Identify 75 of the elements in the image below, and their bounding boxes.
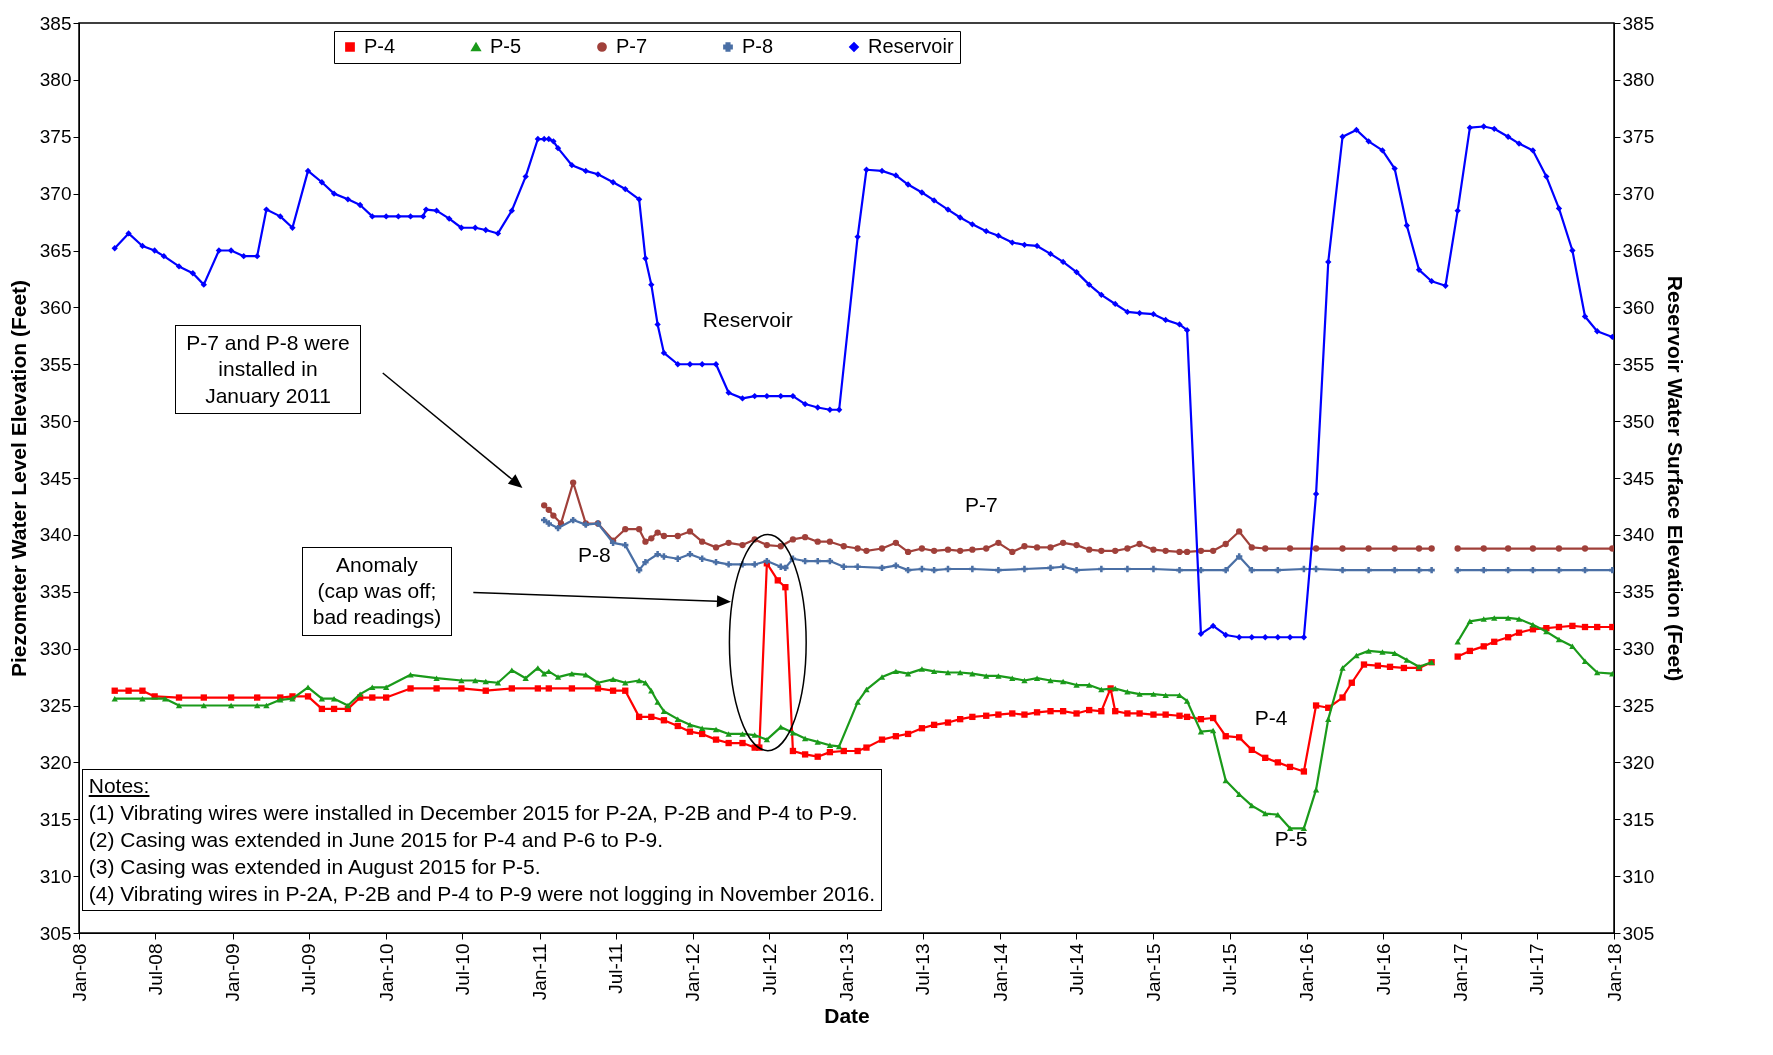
- y-tick-label: 320: [39, 751, 72, 773]
- x-tick-label: Jan-09: [222, 943, 244, 1002]
- x-tick-label: Jan-11: [529, 943, 551, 1001]
- y-tick-label: 330: [39, 638, 72, 660]
- annotation: Reservoir: [702, 307, 793, 332]
- annotation: P-5: [1274, 827, 1308, 852]
- y2-tick-label: 350: [1622, 410, 1655, 432]
- x-tick-label: Jul-14: [1065, 943, 1087, 996]
- y-tick-label: 325: [39, 695, 72, 716]
- annotation: P-8: [577, 543, 611, 567]
- y2-tick-label: 340: [1622, 524, 1655, 546]
- y2-tick-label: 310: [1622, 865, 1655, 887]
- x-tick-label: Jul-16: [1372, 943, 1394, 996]
- y2-tick-label: 325: [1622, 695, 1655, 716]
- y-tick-label: 370: [39, 183, 72, 205]
- legend-label: P-5: [490, 35, 522, 57]
- x-tick-label: Jul-09: [298, 943, 320, 996]
- x-tick-label: Jan-08: [68, 943, 90, 1002]
- annotation: Anomaly (cap was off; bad readings): [301, 546, 453, 636]
- annotation: P-7: [964, 492, 998, 517]
- x-tick-label: Jan-12: [682, 943, 704, 1002]
- x-tick-label: Jan-15: [1142, 943, 1164, 1002]
- y2-tick-label: 355: [1622, 353, 1655, 375]
- y2-tick-label: 320: [1622, 751, 1655, 773]
- y2-tick-label: 385: [1622, 12, 1655, 34]
- annotation: (1) Vibrating wires were installed in December 2015 for P-2A, P-2B and P-4 to P-9.: [88, 799, 859, 826]
- y-tick-label: 385: [39, 12, 72, 34]
- y2-tick-label: 315: [1622, 808, 1655, 830]
- y2-tick-label: 335: [1622, 581, 1655, 603]
- y2-tick-label: 345: [1622, 467, 1655, 489]
- x-tick-label: Jul-08: [144, 943, 166, 996]
- y-tick-label: 305: [39, 922, 72, 944]
- y-tick-label: 375: [39, 126, 72, 148]
- annotation: (2) Casing was extended in June 2015 for P-4 and P-6 to P-9.: [88, 826, 665, 853]
- y2-tick-label: 365: [1622, 240, 1655, 261]
- y2-tick-label: 330: [1622, 638, 1655, 660]
- y-tick-label: 350: [39, 410, 72, 432]
- y2-tick-label: 380: [1622, 69, 1655, 91]
- x-tick-label: Jan-16: [1296, 943, 1318, 1002]
- y2-tick-label: 360: [1622, 296, 1655, 318]
- y2-axis-title: Reservoir Water Surface Elevation (Feet): [1664, 275, 1688, 682]
- x-tick-label: Jan-18: [1603, 943, 1625, 1002]
- x-tick-label: Jan-10: [375, 943, 397, 1002]
- y-axis-title: Piezometer Water Level Elevation (Feet): [6, 279, 30, 678]
- y2-tick-label: 370: [1622, 183, 1655, 205]
- x-tick-label: Jul-15: [1219, 943, 1241, 996]
- legend-label: Reservoir: [868, 35, 954, 57]
- y-tick-label: 310: [39, 865, 72, 887]
- annotation: Notes:: [88, 773, 151, 799]
- annotation: P-4: [1254, 705, 1288, 730]
- x-tick-label: Jan-14: [989, 943, 1011, 1002]
- y-tick-label: 315: [39, 808, 72, 830]
- y-tick-label: 340: [39, 524, 72, 546]
- y-tick-label: 365: [39, 240, 72, 261]
- y-tick-label: 360: [39, 296, 72, 318]
- legend-label: P-7: [616, 35, 648, 57]
- x-tick-label: Jul-17: [1526, 943, 1548, 996]
- y2-tick-label: 375: [1622, 126, 1655, 148]
- y2-tick-label: 305: [1622, 922, 1655, 944]
- legend-label: P-4: [364, 35, 396, 57]
- y-tick-label: 355: [39, 353, 72, 375]
- x-tick-label: Jul-13: [912, 943, 934, 996]
- x-axis-title: Date: [824, 1003, 870, 1027]
- x-tick-label: Jan-17: [1450, 943, 1472, 1002]
- y-tick-label: 335: [39, 581, 72, 603]
- annotation: (4) Vibrating wires in P-2A, P-2B and P-4 to P-9 were not logging in November 2016.: [88, 880, 876, 907]
- y-tick-label: 380: [39, 69, 72, 91]
- legend-label: P-8: [742, 35, 774, 57]
- annotation: P-7 and P-8 were installed in January 2011: [175, 325, 361, 414]
- y-tick-label: 345: [39, 467, 72, 489]
- x-tick-label: Jan-13: [836, 943, 858, 1002]
- x-tick-label: Jul-12: [758, 943, 780, 996]
- x-tick-label: Jul-10: [451, 943, 473, 996]
- x-tick-label: Jul-11: [605, 943, 627, 994]
- annotation: (3) Casing was extended in August 2015 for P-5.: [88, 853, 542, 880]
